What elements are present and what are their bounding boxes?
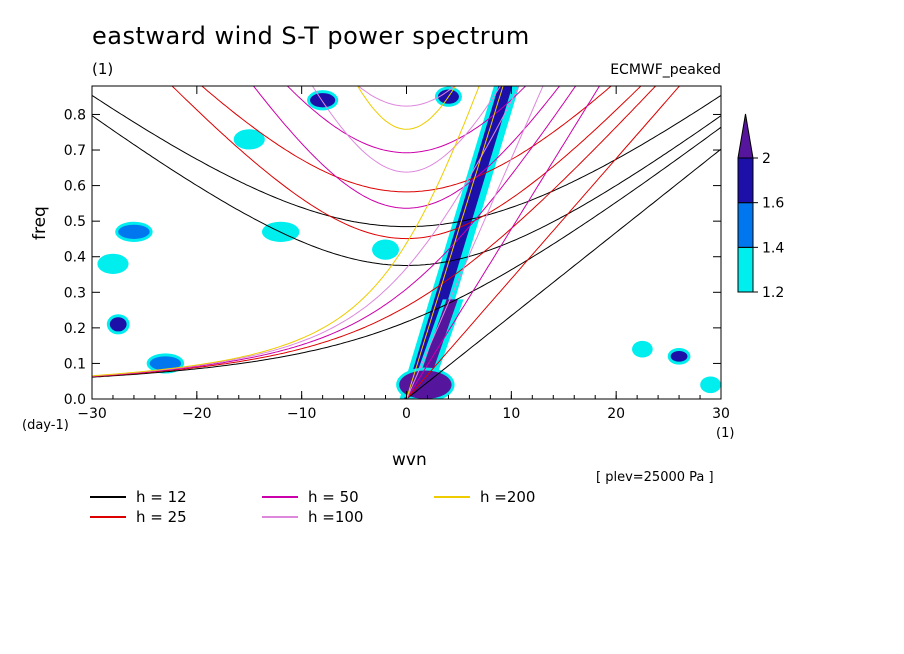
x-tick-label: −10 [287, 406, 317, 422]
y-tick-label: 0.5 [64, 214, 86, 230]
chart-unit-label: (1) [92, 60, 114, 78]
colorbar-segment [737, 157, 754, 204]
legend-swatch [262, 496, 298, 498]
y-tick-label: 0.2 [64, 321, 86, 337]
colorbar-label: 1.2 [762, 285, 784, 301]
feature-blob [100, 256, 126, 271]
chart-title: eastward wind S-T power spectrum [92, 22, 530, 50]
feature-blob [670, 350, 688, 362]
colorbar-label: 2 [762, 151, 771, 167]
legend-item-h200: h =200 [434, 488, 535, 506]
y-axis-label: freq [30, 206, 50, 240]
y-tick-label: 0.3 [64, 285, 86, 301]
x-unit-left: (day-1) [22, 418, 69, 433]
colorbar-arrow [737, 113, 754, 159]
curve-100-ig2 [357, 86, 456, 107]
x-tick-label: −20 [182, 406, 212, 422]
curve-200-eig [92, 86, 480, 377]
curve-100-eig [92, 86, 520, 377]
legend-label: h =200 [480, 488, 536, 506]
feature-blob [375, 242, 397, 257]
legend-item-h12: h = 12 [90, 488, 187, 506]
x-tick-label: −30 [77, 406, 107, 422]
y-tick-label: 0.4 [64, 250, 86, 266]
feature-kelvin-band [404, 86, 513, 399]
curve-25-ig2 [201, 86, 612, 193]
legend-label: h =100 [308, 508, 364, 526]
plev-note: [ plev=25000 Pa ] [596, 470, 714, 485]
feature-blob [236, 132, 262, 147]
curve-100-kelvin [406, 86, 544, 399]
legend-swatch [434, 496, 470, 498]
curve-200-ig2 [92, 0, 721, 51]
legend-label: h = 25 [136, 508, 187, 526]
curve-25-eig [92, 86, 657, 378]
curve-50-eig [92, 86, 577, 377]
curve-100-ig1 [311, 86, 502, 173]
curve-50-kelvin [406, 86, 601, 399]
x-tick-label: 30 [712, 406, 730, 422]
curve-12-eig [92, 126, 721, 378]
dispersion-curves [92, 0, 721, 399]
curve-25-ig1 [171, 86, 642, 240]
curve-200-ig1 [357, 86, 456, 130]
feature-low-wvn-patch [399, 370, 452, 399]
spectrum-shading [97, 86, 721, 399]
colorbar-segment [737, 246, 754, 293]
curve-12-ig1 [92, 115, 721, 266]
y-tick-label: 0.0 [64, 392, 86, 408]
legend-item-h50: h = 50 [262, 488, 359, 506]
legend-item-h25: h = 25 [90, 508, 187, 526]
legend-label: h = 50 [308, 488, 359, 506]
run-name-label: ECMWF_peaked [610, 62, 721, 78]
legend-swatch [90, 516, 126, 518]
feature-blob [635, 343, 650, 355]
curve-50-ig2 [286, 86, 527, 154]
legend-item-h100: h =100 [262, 508, 363, 526]
feature-blob [703, 379, 718, 391]
curve-25-kelvin [406, 86, 681, 399]
legend-label: h = 12 [136, 488, 187, 506]
x-tick-label: 20 [607, 406, 625, 422]
x-tick-label: 10 [502, 406, 520, 422]
legend-swatch [262, 516, 298, 518]
feature-blob [149, 356, 182, 371]
y-tick-label: 0.6 [64, 179, 86, 195]
colorbar-label: 1.6 [762, 196, 784, 212]
curve-12-kelvin [406, 148, 721, 399]
x-tick-label: 0 [402, 406, 411, 422]
colorbar-segment [737, 202, 754, 248]
y-tick-label: 0.1 [64, 356, 86, 372]
x-unit-right: (1) [716, 426, 735, 441]
feature-blob [310, 93, 336, 108]
curve-12-ig2 [92, 94, 721, 228]
colorbar-label: 1.4 [762, 240, 784, 256]
y-tick-label: 0.7 [64, 143, 86, 159]
feature-blob [109, 317, 127, 332]
y-tick-label: 0.8 [64, 107, 86, 123]
x-axis-label: wvn [392, 450, 427, 470]
curve-50-ig1 [252, 86, 561, 209]
legend-swatch [90, 496, 126, 498]
curve-200-kelvin [406, 86, 504, 399]
feature-blob [118, 224, 150, 239]
